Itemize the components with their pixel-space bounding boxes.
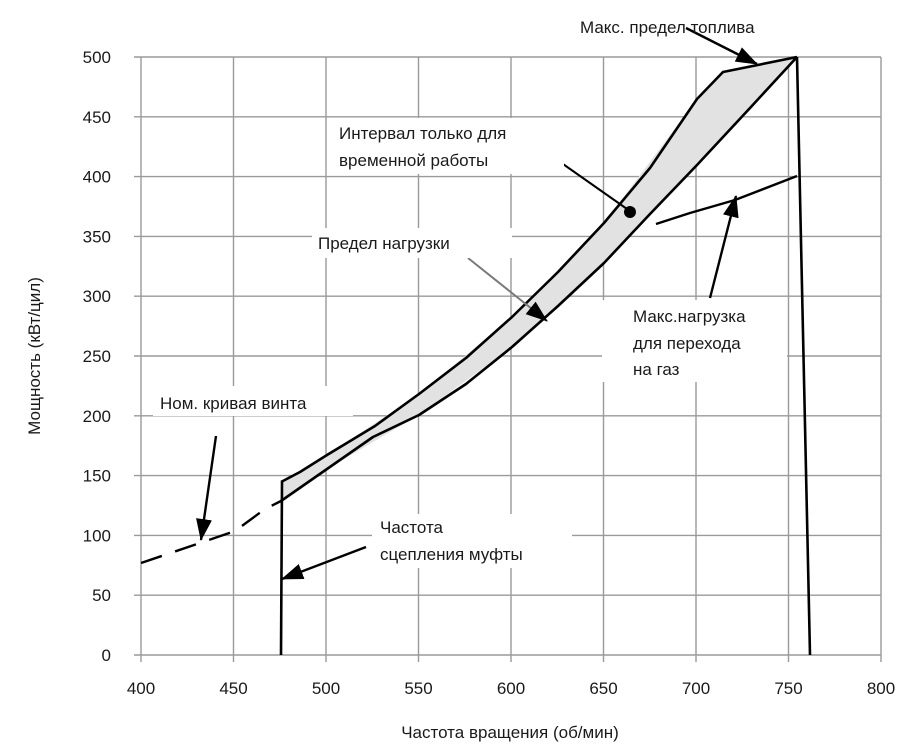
x-tick-label: 550 xyxy=(404,679,432,698)
clutch-label-line2: сцепления муфты xyxy=(380,545,523,564)
y-tick-label: 350 xyxy=(83,227,111,246)
load-limit-label: Предел нагрузки xyxy=(318,234,450,253)
temp-interval-label-line1: Интервал только для xyxy=(339,124,506,143)
y-tick-label: 200 xyxy=(83,407,111,426)
propeller-arrow xyxy=(196,435,218,541)
gas-max-load-curve xyxy=(655,174,798,226)
x-tick-label: 700 xyxy=(682,679,710,698)
y-tick-label: 150 xyxy=(83,467,111,486)
y-tick-label: 250 xyxy=(83,347,111,366)
clutch-label-line1: Частота xyxy=(380,518,444,537)
y-tick-label: 50 xyxy=(92,586,111,605)
y-tick-label: 0 xyxy=(102,646,111,665)
x-tick-label: 450 xyxy=(219,679,247,698)
x-tick-label: 500 xyxy=(312,679,340,698)
x-axis-label: Частота вращения (об/мин) xyxy=(401,723,619,742)
temp-interval-label-line2: временной работы xyxy=(339,151,488,170)
right-boundary-line xyxy=(795,56,812,656)
gas-load-label-line1: Макс.нагрузка xyxy=(633,307,746,326)
y-axis-ticks: 0 50 100 150 200 250 300 350 400 450 500 xyxy=(83,48,111,665)
fuel-limit-arrow xyxy=(685,26,758,66)
y-tick-label: 300 xyxy=(83,287,111,306)
fuel-limit-label: Макс. предел топлива xyxy=(580,18,755,37)
x-axis-ticks: 400 450 500 550 600 650 700 750 800 xyxy=(127,679,895,698)
temporary-operation-region xyxy=(281,57,797,501)
x-tick-label: 600 xyxy=(497,679,525,698)
y-axis-label: Мощность (кВт/цил) xyxy=(25,277,44,435)
clutch-arrow xyxy=(281,545,367,581)
y-tick-label: 100 xyxy=(83,526,111,545)
propeller-label: Ном. кривая винта xyxy=(160,394,307,413)
x-tick-label: 750 xyxy=(774,679,802,698)
load-limit-curve xyxy=(280,56,798,503)
y-tick-label: 400 xyxy=(83,168,111,187)
clutch-line xyxy=(279,481,284,656)
y-tick-label: 450 xyxy=(83,108,111,127)
gas-load-arrow xyxy=(708,195,739,299)
gas-load-label-line2: для перехода xyxy=(633,334,741,353)
gas-load-label-line3: на газ xyxy=(633,360,680,379)
propeller-curve xyxy=(140,499,282,565)
x-tick-label: 650 xyxy=(589,679,617,698)
x-tick-label: 800 xyxy=(867,679,895,698)
x-tick-label: 400 xyxy=(127,679,155,698)
temp-interval-leader xyxy=(552,156,628,210)
fuel-limit-curve xyxy=(280,55,798,484)
load-limit-arrow xyxy=(467,257,548,322)
y-tick-label: 500 xyxy=(83,48,111,67)
